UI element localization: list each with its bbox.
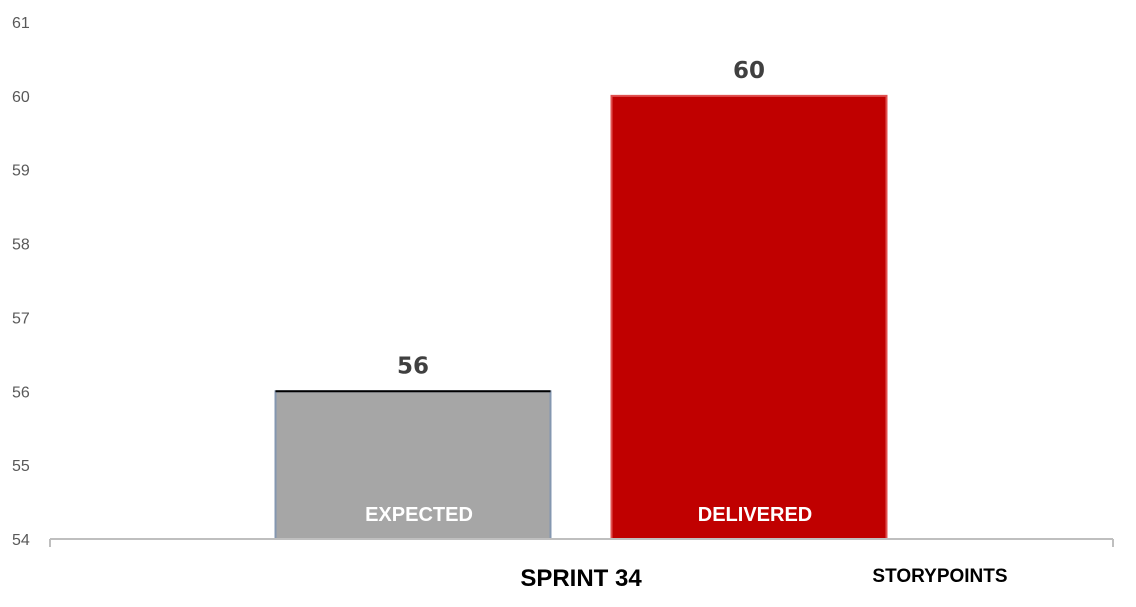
y-axis-tick-labels: 54 55 56 57 58 59 60 61 [12, 15, 30, 549]
y-tick-label: 58 [12, 237, 30, 254]
bars: 56 EXPECTED 60 DELIVERED [274, 58, 888, 540]
y-tick-label: 59 [12, 163, 30, 180]
data-label: 56 [397, 353, 429, 379]
y-tick-label: 56 [12, 384, 30, 401]
y-tick-label: 54 [12, 532, 30, 549]
bar-expected [274, 390, 552, 540]
series-label-expected: EXPECTED [365, 504, 473, 526]
storypoints-label: STORYPOINTS [872, 566, 1007, 587]
y-tick-label: 60 [12, 89, 30, 106]
x-axis-ticks [49, 539, 1114, 547]
y-tick-label: 55 [12, 458, 30, 475]
y-tick-label: 61 [12, 15, 30, 32]
bar-delivered [610, 94, 888, 540]
y-tick-label: 57 [12, 310, 30, 327]
series-label-delivered: DELIVERED [698, 504, 812, 526]
data-label: 60 [733, 58, 765, 84]
category-label: SPRINT 34 [520, 565, 642, 592]
